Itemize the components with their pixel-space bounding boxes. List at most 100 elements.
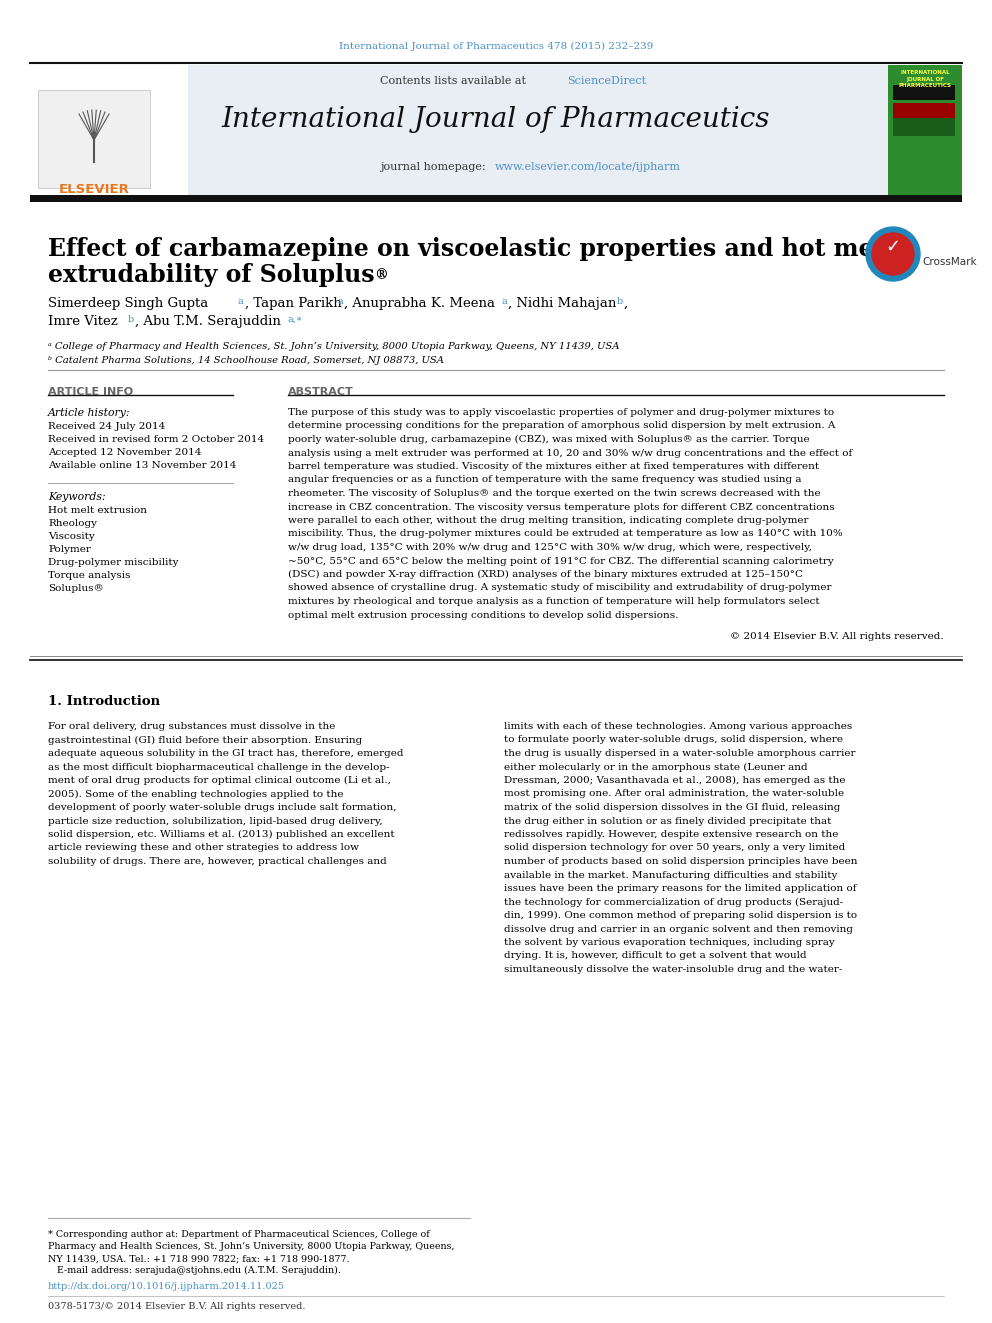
- Text: ScienceDirect: ScienceDirect: [567, 75, 646, 86]
- FancyBboxPatch shape: [888, 65, 962, 197]
- Text: adequate aqueous solubility in the GI tract has, therefore, emerged: adequate aqueous solubility in the GI tr…: [48, 749, 404, 758]
- Text: INTERNATIONAL
JOURNAL OF
PHARMACEUTICS: INTERNATIONAL JOURNAL OF PHARMACEUTICS: [899, 70, 951, 89]
- Text: the drug either in solution or as finely divided precipitate that: the drug either in solution or as finely…: [504, 816, 831, 826]
- Text: matrix of the solid dispersion dissolves in the GI fluid, releasing: matrix of the solid dispersion dissolves…: [504, 803, 840, 812]
- Text: , Anuprabha K. Meena: , Anuprabha K. Meena: [344, 296, 495, 310]
- Text: , Nidhi Mahajan: , Nidhi Mahajan: [508, 296, 616, 310]
- Text: Hot melt extrusion: Hot melt extrusion: [48, 505, 147, 515]
- Circle shape: [872, 233, 914, 275]
- Text: available in the market. Manufacturing difficulties and stability: available in the market. Manufacturing d…: [504, 871, 837, 880]
- Text: the solvent by various evaporation techniques, including spray: the solvent by various evaporation techn…: [504, 938, 834, 947]
- Text: rheometer. The viscosity of Soluplus® and the torque exerted on the twin screws : rheometer. The viscosity of Soluplus® an…: [288, 490, 820, 497]
- Text: (DSC) and powder X-ray diffraction (XRD) analyses of the binary mixtures extrude: (DSC) and powder X-ray diffraction (XRD)…: [288, 570, 803, 579]
- Text: number of products based on solid dispersion principles have been: number of products based on solid disper…: [504, 857, 857, 867]
- Text: ®: ®: [374, 269, 388, 282]
- Text: solubility of drugs. There are, however, practical challenges and: solubility of drugs. There are, however,…: [48, 857, 387, 867]
- Text: CrossMark: CrossMark: [922, 257, 977, 267]
- Text: solid dispersion, etc. Williams et al. (2013) published an excellent: solid dispersion, etc. Williams et al. (…: [48, 830, 395, 839]
- Text: Accepted 12 November 2014: Accepted 12 November 2014: [48, 448, 201, 456]
- Text: ment of oral drug products for optimal clinical outcome (Li et al.,: ment of oral drug products for optimal c…: [48, 777, 391, 785]
- FancyBboxPatch shape: [893, 118, 955, 136]
- FancyBboxPatch shape: [893, 85, 955, 101]
- Text: Received in revised form 2 October 2014: Received in revised form 2 October 2014: [48, 435, 264, 445]
- Text: most promising one. After oral administration, the water-soluble: most promising one. After oral administr…: [504, 790, 844, 799]
- Text: gastrointestinal (GI) fluid before their absorption. Ensuring: gastrointestinal (GI) fluid before their…: [48, 736, 362, 745]
- Text: a: a: [238, 296, 244, 306]
- FancyBboxPatch shape: [893, 103, 955, 118]
- Text: www.elsevier.com/locate/ijpharm: www.elsevier.com/locate/ijpharm: [495, 161, 681, 172]
- Text: showed absence of crystalline drug. A systematic study of miscibility and extrud: showed absence of crystalline drug. A sy…: [288, 583, 831, 593]
- Text: particle size reduction, solubilization, lipid-based drug delivery,: particle size reduction, solubilization,…: [48, 816, 383, 826]
- Text: International Journal of Pharmaceutics: International Journal of Pharmaceutics: [222, 106, 770, 134]
- Text: NY 11439, USA. Tel.: +1 718 990 7822; fax: +1 718 990-1877.: NY 11439, USA. Tel.: +1 718 990 7822; fa…: [48, 1254, 349, 1263]
- Text: limits with each of these technologies. Among various approaches: limits with each of these technologies. …: [504, 722, 852, 732]
- Text: Effect of carbamazepine on viscoelastic properties and hot melt: Effect of carbamazepine on viscoelastic …: [48, 237, 894, 261]
- Text: Torque analysis: Torque analysis: [48, 572, 130, 579]
- Text: as the most difficult biopharmaceutical challenge in the develop-: as the most difficult biopharmaceutical …: [48, 762, 390, 771]
- Text: din, 1999). One common method of preparing solid dispersion is to: din, 1999). One common method of prepari…: [504, 912, 857, 919]
- Text: development of poorly water-soluble drugs include salt formation,: development of poorly water-soluble drug…: [48, 803, 397, 812]
- Text: ᵃ College of Pharmacy and Health Sciences, St. John’s University, 8000 Utopia Pa: ᵃ College of Pharmacy and Health Science…: [48, 343, 619, 351]
- Text: Drug-polymer miscibility: Drug-polymer miscibility: [48, 558, 179, 568]
- Text: Viscosity: Viscosity: [48, 532, 95, 541]
- Text: Available online 13 November 2014: Available online 13 November 2014: [48, 460, 236, 470]
- FancyBboxPatch shape: [30, 65, 188, 197]
- Text: Received 24 July 2014: Received 24 July 2014: [48, 422, 166, 431]
- Text: Pharmacy and Health Sciences, St. John’s University, 8000 Utopia Parkway, Queens: Pharmacy and Health Sciences, St. John’s…: [48, 1242, 454, 1252]
- Text: a: a: [501, 296, 507, 306]
- Text: © 2014 Elsevier B.V. All rights reserved.: © 2014 Elsevier B.V. All rights reserved…: [730, 632, 944, 642]
- Text: Rheology: Rheology: [48, 519, 97, 528]
- Text: , Abu T.M. Serajuddin: , Abu T.M. Serajuddin: [135, 315, 281, 328]
- Text: 2005). Some of the enabling technologies applied to the: 2005). Some of the enabling technologies…: [48, 790, 343, 799]
- Text: ,: ,: [624, 296, 628, 310]
- FancyBboxPatch shape: [30, 194, 962, 202]
- Text: determine processing conditions for the preparation of amorphous solid dispersio: determine processing conditions for the …: [288, 422, 835, 430]
- Text: Contents lists available at: Contents lists available at: [380, 75, 530, 86]
- Text: either molecularly or in the amorphous state (Leuner and: either molecularly or in the amorphous s…: [504, 762, 807, 771]
- Text: issues have been the primary reasons for the limited application of: issues have been the primary reasons for…: [504, 884, 856, 893]
- Text: optimal melt extrusion processing conditions to develop solid dispersions.: optimal melt extrusion processing condit…: [288, 610, 679, 619]
- Text: b: b: [617, 296, 623, 306]
- Text: , Tapan Parikh: , Tapan Parikh: [245, 296, 342, 310]
- Text: to formulate poorly water-soluble drugs, solid dispersion, where: to formulate poorly water-soluble drugs,…: [504, 736, 843, 745]
- Text: Soluplus®: Soluplus®: [48, 583, 104, 593]
- Text: http://dx.doi.org/10.1016/j.ijpharm.2014.11.025: http://dx.doi.org/10.1016/j.ijpharm.2014…: [48, 1282, 285, 1291]
- Text: The purpose of this study was to apply viscoelastic properties of polymer and dr: The purpose of this study was to apply v…: [288, 407, 834, 417]
- Text: ~50°C, 55°C and 65°C below the melting point of 191°C for CBZ. The differential : ~50°C, 55°C and 65°C below the melting p…: [288, 557, 833, 565]
- Text: 1. Introduction: 1. Introduction: [48, 695, 160, 708]
- FancyBboxPatch shape: [38, 90, 150, 188]
- Text: ELSEVIER: ELSEVIER: [59, 183, 129, 196]
- Text: a,∗: a,∗: [287, 315, 303, 324]
- Text: dissolve drug and carrier in an organic solvent and then removing: dissolve drug and carrier in an organic …: [504, 925, 853, 934]
- Text: International Journal of Pharmaceutics 478 (2015) 232–239: International Journal of Pharmaceutics 4…: [339, 42, 653, 52]
- Text: drying. It is, however, difficult to get a solvent that would: drying. It is, however, difficult to get…: [504, 951, 806, 960]
- Text: analysis using a melt extruder was performed at 10, 20 and 30% w/w drug concentr: analysis using a melt extruder was perfo…: [288, 448, 852, 458]
- Text: Dressman, 2000; Vasanthavada et al., 2008), has emerged as the: Dressman, 2000; Vasanthavada et al., 200…: [504, 777, 845, 785]
- Text: simultaneously dissolve the water-insoluble drug and the water-: simultaneously dissolve the water-insolu…: [504, 964, 842, 974]
- Text: the technology for commercialization of drug products (Serajud-: the technology for commercialization of …: [504, 897, 843, 906]
- Text: For oral delivery, drug substances must dissolve in the: For oral delivery, drug substances must …: [48, 722, 335, 732]
- Text: E-mail address: serajuda@stjohns.edu (A.T.M. Serajuddin).: E-mail address: serajuda@stjohns.edu (A.…: [48, 1266, 341, 1275]
- Text: increase in CBZ concentration. The viscosity versus temperature plots for differ: increase in CBZ concentration. The visco…: [288, 503, 834, 512]
- Text: ABSTRACT: ABSTRACT: [288, 388, 354, 397]
- Circle shape: [866, 228, 920, 280]
- Text: Keywords:: Keywords:: [48, 492, 105, 501]
- Text: poorly water-soluble drug, carbamazepine (CBZ), was mixed with Soluplus® as the : poorly water-soluble drug, carbamazepine…: [288, 435, 809, 445]
- Text: article reviewing these and other strategies to address low: article reviewing these and other strate…: [48, 844, 359, 852]
- Text: journal homepage:: journal homepage:: [380, 161, 489, 172]
- Text: Polymer: Polymer: [48, 545, 91, 554]
- FancyBboxPatch shape: [30, 65, 962, 197]
- Text: 0378-5173/© 2014 Elsevier B.V. All rights reserved.: 0378-5173/© 2014 Elsevier B.V. All right…: [48, 1302, 306, 1311]
- Text: ✓: ✓: [886, 238, 901, 255]
- Text: ARTICLE INFO: ARTICLE INFO: [48, 388, 133, 397]
- Text: solid dispersion technology for over 50 years, only a very limited: solid dispersion technology for over 50 …: [504, 844, 845, 852]
- Text: a: a: [337, 296, 343, 306]
- Text: Simerdeep Singh Gupta: Simerdeep Singh Gupta: [48, 296, 208, 310]
- Text: w/w drug load, 135°C with 20% w/w drug and 125°C with 30% w/w drug, which were, : w/w drug load, 135°C with 20% w/w drug a…: [288, 542, 812, 552]
- Text: Article history:: Article history:: [48, 407, 131, 418]
- Text: ᵇ Catalent Pharma Solutions, 14 Schoolhouse Road, Somerset, NJ 08873, USA: ᵇ Catalent Pharma Solutions, 14 Schoolho…: [48, 356, 444, 365]
- Text: mixtures by rheological and torque analysis as a function of temperature will he: mixtures by rheological and torque analy…: [288, 597, 819, 606]
- Text: * Corresponding author at: Department of Pharmaceutical Sciences, College of: * Corresponding author at: Department of…: [48, 1230, 430, 1240]
- Text: b: b: [128, 315, 134, 324]
- Text: redissolves rapidly. However, despite extensive research on the: redissolves rapidly. However, despite ex…: [504, 830, 838, 839]
